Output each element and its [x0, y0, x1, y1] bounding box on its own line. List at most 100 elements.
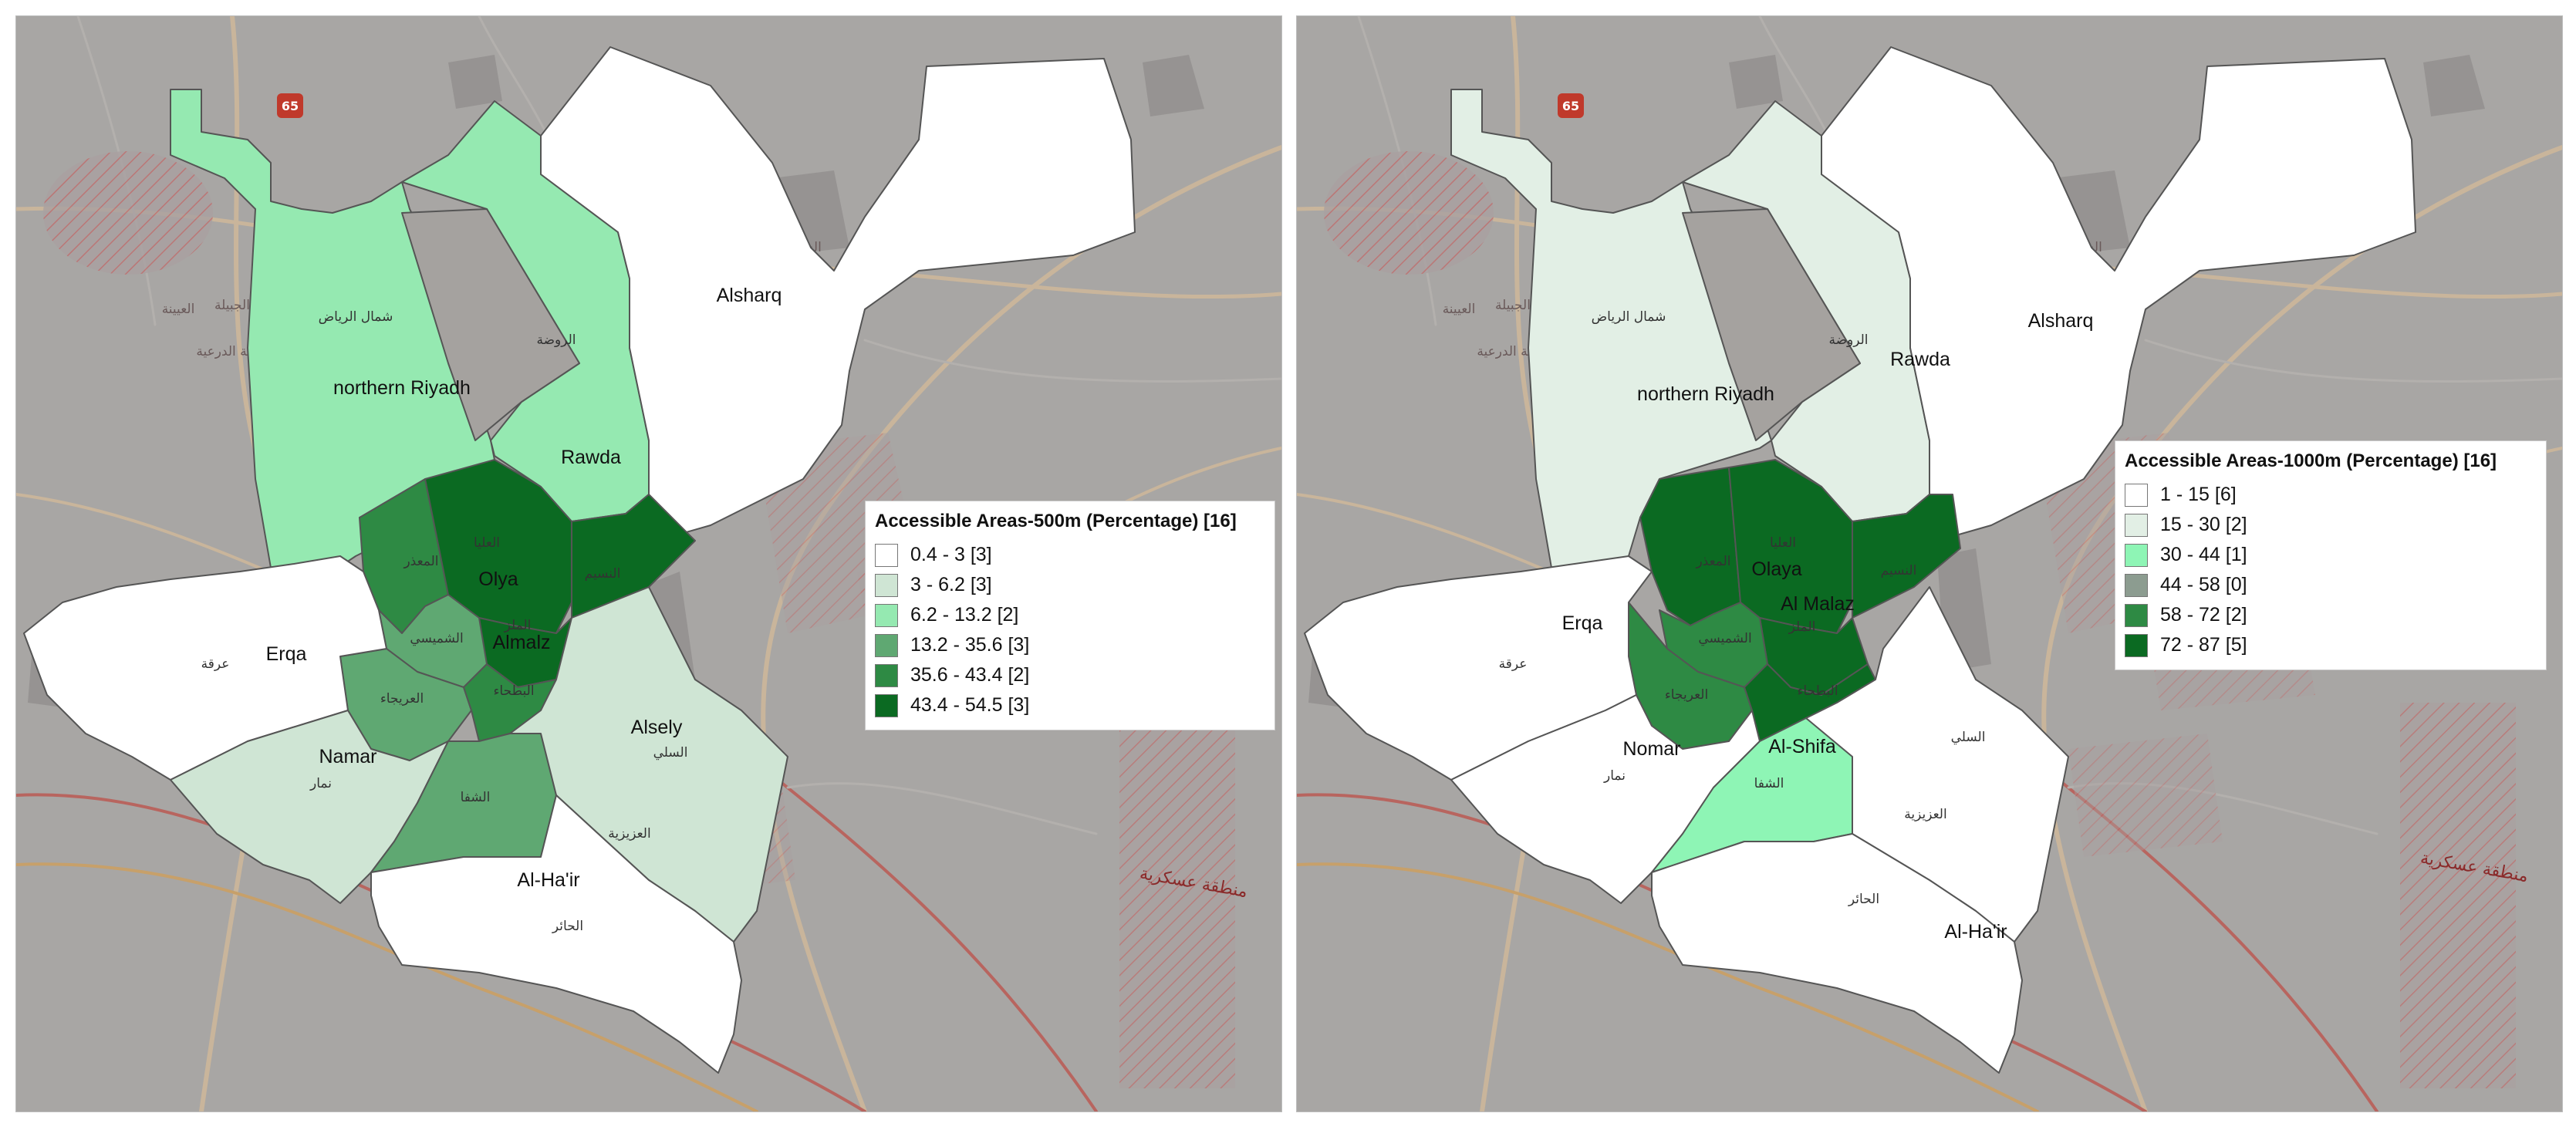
legend-swatch — [875, 633, 898, 657]
legend-label: 35.6 - 43.4 [2] — [910, 664, 1030, 686]
district-alhair[interactable] — [370, 794, 742, 1074]
legend-item: 44 - 58 [0] — [2125, 570, 2534, 600]
map-canvas-1000m[interactable]: 65 منطقة عسكرية الشرق العيينة الجبيلة مح… — [1297, 16, 2562, 1111]
svg-text:البطحاء: البطحاء — [493, 683, 534, 699]
svg-text:الروضة: الروضة — [1828, 332, 1868, 348]
svg-text:65: 65 — [1562, 99, 1579, 113]
map-legend-1000m: Accessible Areas-1000m (Percentage) [16]… — [2115, 440, 2547, 670]
label-alsharq: Alsharq — [2028, 310, 2094, 332]
basemap-town-label: العيينة — [1443, 302, 1476, 317]
legend-item: 72 - 87 [5] — [2125, 630, 2534, 660]
legend-swatch — [2125, 483, 2148, 507]
label-alhair: Al-Ha'ir — [1944, 921, 2007, 943]
legend-swatch — [2125, 603, 2148, 627]
svg-text:المعذر: المعذر — [1695, 554, 1730, 569]
map-legend-500m: Accessible Areas-500m (Percentage) [16] … — [865, 501, 1275, 730]
svg-text:العليا: العليا — [474, 535, 500, 551]
svg-text:الروضة: الروضة — [536, 332, 576, 348]
legend-item: 1 - 15 [6] — [2125, 480, 2534, 510]
label-northern-riyadh: northern Riyadh — [333, 377, 471, 399]
road-shield-65: 65 — [1558, 93, 1584, 118]
svg-text:الحائر: الحائر — [552, 919, 583, 934]
district-naseem[interactable] — [571, 494, 696, 619]
legend-label: 0.4 - 3 [3] — [910, 544, 992, 565]
svg-text:شمال الرياض: شمال الرياض — [319, 309, 393, 325]
svg-text:العزيزية: العزيزية — [608, 826, 650, 842]
legend-swatch — [875, 663, 898, 687]
svg-text:الملز: الملز — [1788, 619, 1816, 635]
label-almalaz: Al Malaz — [1781, 593, 1855, 615]
legend-swatch — [2125, 573, 2148, 597]
legend-item: 15 - 30 [2] — [2125, 510, 2534, 540]
legend-swatch — [2125, 513, 2148, 537]
district-erqa[interactable] — [23, 555, 387, 781]
legend-label: 44 - 58 [0] — [2160, 574, 2247, 595]
label-alshifa: Al-Shifa — [1768, 736, 1836, 757]
svg-text:شمال الرياض: شمال الرياض — [1592, 309, 1666, 325]
legend-title: Accessible Areas-1000m (Percentage) [16] — [2125, 450, 2497, 471]
district-erqa[interactable] — [1304, 555, 1653, 781]
legend-item: 3 - 6.2 [3] — [875, 570, 1262, 600]
district-labels: Alsharq northern Riyadh Rawda Olya Almal… — [201, 285, 782, 934]
svg-text:الشفا: الشفا — [461, 790, 491, 805]
svg-text:السلي: السلي — [1951, 730, 1986, 745]
district-alsharq[interactable] — [1821, 46, 2416, 541]
svg-text:السلي: السلي — [653, 745, 688, 761]
label-olaya: Olaya — [1751, 558, 1801, 580]
legend-title: Accessible Areas-500m (Percentage) [16] — [875, 511, 1237, 531]
svg-text:العريجاء: العريجاء — [1665, 687, 1708, 703]
legend-item: 13.2 - 35.6 [3] — [875, 630, 1262, 660]
svg-text:البطحاء: البطحاء — [1797, 683, 1838, 699]
district-labels: Alsharq northern Riyadh Rawda Olaya Al M… — [1499, 309, 2094, 943]
map-panel-500m[interactable]: 65 منطقة عسكرية الشرق العيينة الجبيلة مح… — [15, 15, 1282, 1112]
label-rawda: Rawda — [1890, 349, 1950, 370]
legend-label: 43.4 - 54.5 [3] — [910, 694, 1030, 716]
label-erqa: Erqa — [266, 643, 307, 665]
legend-item: 0.4 - 3 [3] — [875, 540, 1262, 570]
legend-item: 6.2 - 13.2 [2] — [875, 600, 1262, 630]
road-shield-65: 65 — [277, 93, 303, 118]
svg-text:نمار: نمار — [309, 776, 332, 791]
svg-text:عرقة: عرقة — [201, 656, 230, 672]
svg-text:65: 65 — [282, 99, 299, 113]
legend-swatch — [875, 543, 898, 567]
svg-text:الحائر: الحائر — [1848, 892, 1879, 907]
label-almalz: Almalz — [492, 632, 550, 653]
label-alsharq: Alsharq — [717, 285, 782, 306]
legend-swatch — [2125, 543, 2148, 567]
basemap-town-label: العيينة — [162, 302, 195, 317]
legend-label: 72 - 87 [5] — [2160, 634, 2247, 656]
legend-label: 13.2 - 35.6 [3] — [910, 634, 1030, 656]
district-alsharq[interactable] — [540, 46, 1136, 541]
svg-text:الشفا: الشفا — [1754, 776, 1784, 791]
district-airport-enclave[interactable] — [401, 208, 580, 441]
label-alsely: Alsely — [631, 717, 683, 738]
district-airport-enclave[interactable] — [1682, 208, 1861, 441]
legend-item: 30 - 44 [1] — [2125, 540, 2534, 570]
legend-item: 58 - 72 [2] — [2125, 600, 2534, 630]
district-alhair[interactable] — [1651, 833, 2023, 1074]
district-naseem[interactable] — [1852, 494, 1961, 619]
label-northern-riyadh: northern Riyadh — [1637, 383, 1774, 405]
legend-label: 15 - 30 [2] — [2160, 514, 2247, 535]
legend-item: 43.4 - 54.5 [3] — [875, 690, 1262, 720]
svg-text:الشميسي: الشميسي — [1698, 631, 1751, 646]
legend-label: 30 - 44 [1] — [2160, 544, 2247, 565]
legend-item: 35.6 - 43.4 [2] — [875, 660, 1262, 690]
legend-swatch — [875, 573, 898, 597]
legend-label: 6.2 - 13.2 [2] — [910, 604, 1019, 626]
svg-text:نمار: نمار — [1603, 768, 1626, 784]
svg-text:النسيم: النسيم — [585, 566, 621, 582]
label-olya: Olya — [478, 568, 518, 590]
label-nomar: Nomar — [1622, 738, 1680, 760]
map-panel-1000m[interactable]: 65 منطقة عسكرية الشرق العيينة الجبيلة مح… — [1296, 15, 2563, 1112]
legend-label: 1 - 15 [6] — [2160, 484, 2237, 505]
legend-swatch — [875, 693, 898, 717]
svg-text:الملز: الملز — [504, 618, 532, 633]
label-erqa: Erqa — [1562, 612, 1603, 634]
svg-text:العريجاء: العريجاء — [380, 691, 424, 707]
svg-text:العزيزية: العزيزية — [1904, 807, 1946, 822]
svg-text:العليا: العليا — [1770, 535, 1796, 551]
label-namar: Namar — [319, 746, 376, 767]
basemap-town-label: الجبيلة — [1495, 298, 1531, 313]
